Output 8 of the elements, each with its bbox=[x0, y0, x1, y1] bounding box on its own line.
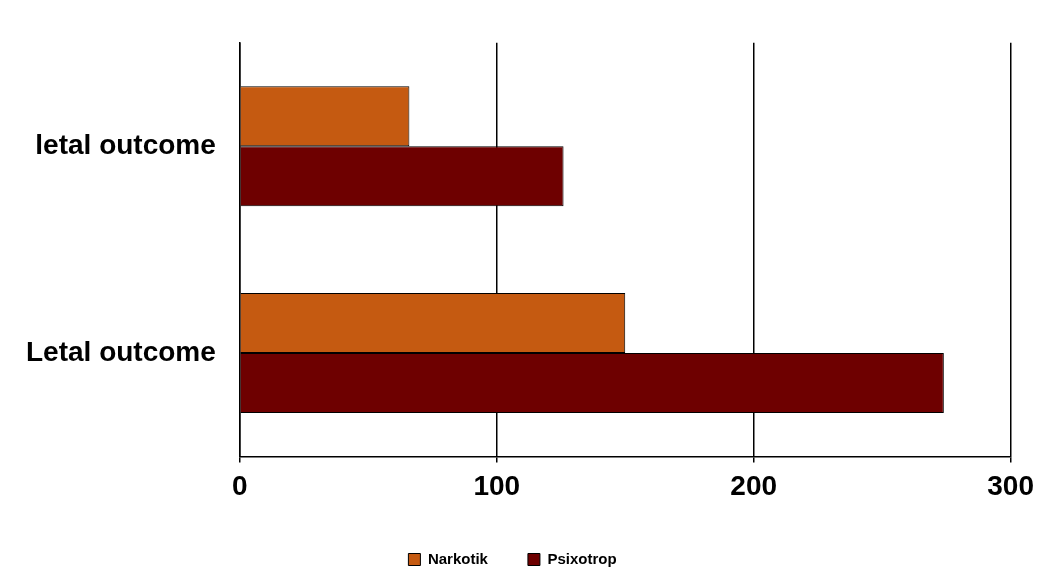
x-tick-label: 0 bbox=[232, 469, 248, 501]
legend-label: Narkotik bbox=[427, 549, 489, 567]
x-tick-label: 300 bbox=[987, 469, 1034, 501]
x-tick-label: 100 bbox=[473, 469, 521, 501]
legend-label: Psixotrop bbox=[547, 549, 617, 567]
y-tick-label: Letal outcome bbox=[25, 335, 216, 367]
x-tick-label: 200 bbox=[730, 469, 778, 501]
y-tick-label: letal outcome bbox=[35, 128, 216, 160]
